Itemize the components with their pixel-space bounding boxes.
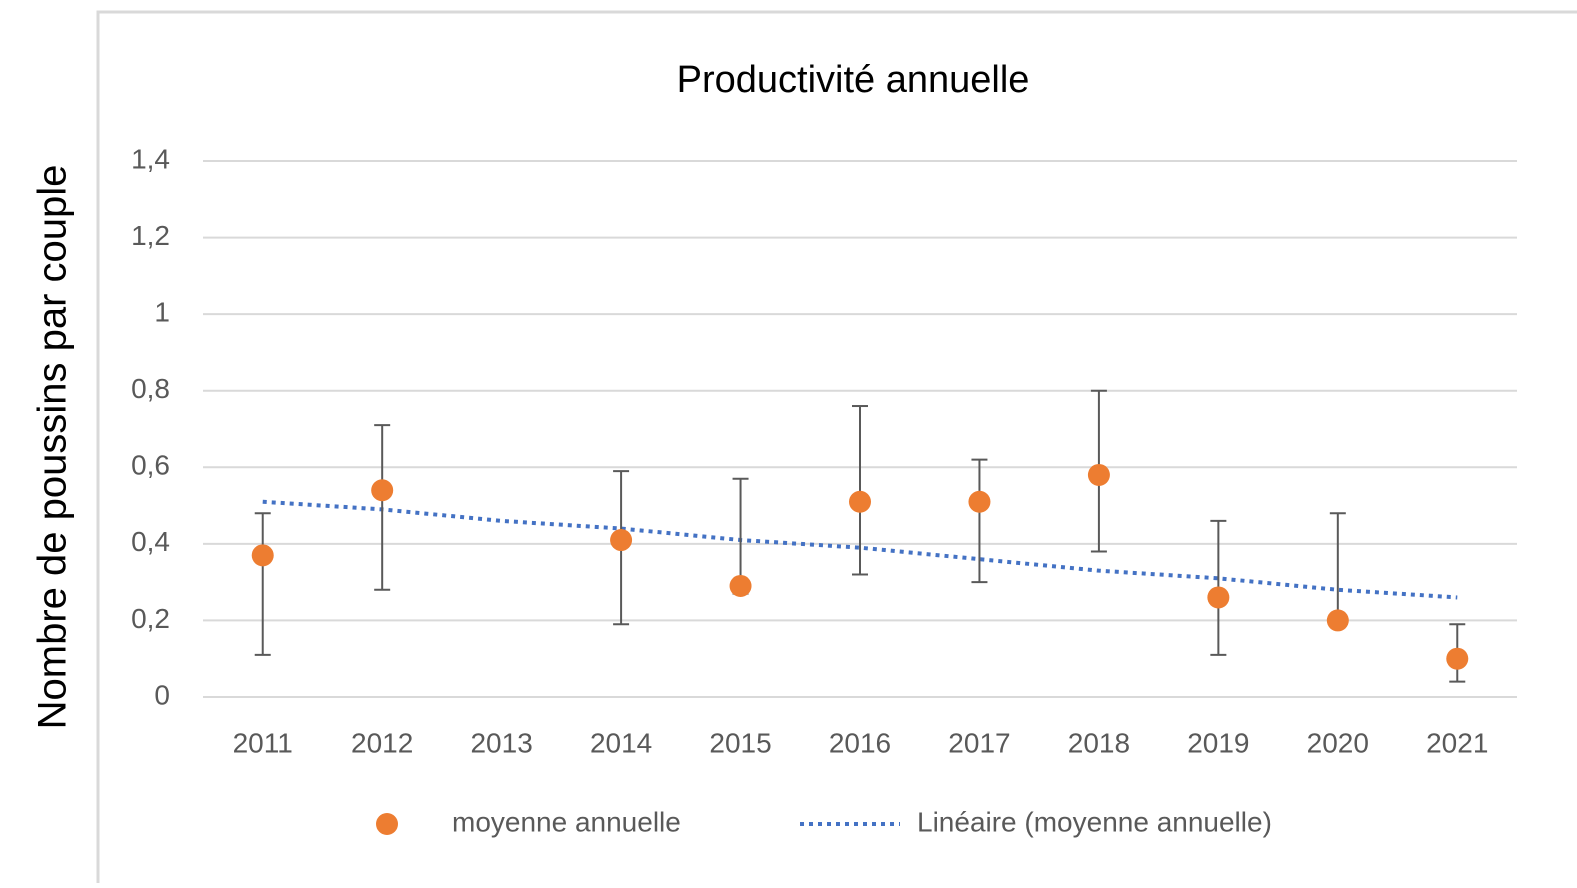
x-tick-label: 2018	[1068, 727, 1130, 758]
x-tick-label: 2013	[470, 727, 532, 758]
data-point	[1446, 647, 1469, 670]
y-tick-label: 1	[154, 297, 170, 328]
y-tick-label: 0,8	[131, 373, 170, 404]
y-tick-label: 0,6	[131, 450, 170, 481]
x-tick-label: 2017	[948, 727, 1010, 758]
y-axis-label: Nombre de poussins par couple	[31, 165, 75, 730]
x-tick-label: 2021	[1426, 727, 1488, 758]
y-tick-label: 0,2	[131, 603, 170, 634]
data-point	[729, 574, 752, 597]
x-tick-label: 2020	[1307, 727, 1369, 758]
x-tick-label: 2019	[1187, 727, 1249, 758]
legend-label: Linéaire (moyenne annuelle)	[917, 806, 1272, 837]
data-point	[1207, 586, 1230, 609]
x-tick-label: 2016	[829, 727, 891, 758]
x-tick-label: 2014	[590, 727, 652, 758]
y-tick-label: 0	[154, 679, 170, 710]
data-point	[1326, 609, 1349, 632]
y-tick-label: 1,4	[131, 143, 170, 174]
data-point	[610, 529, 633, 552]
data-point	[849, 490, 871, 513]
chart-border	[96, 10, 1577, 888]
x-tick-label: 2011	[233, 727, 293, 758]
y-tick-label: 0,4	[131, 526, 170, 557]
chart-title: Productivité annuelle	[677, 59, 1030, 101]
data-point	[371, 479, 394, 502]
trend-line	[262, 499, 1458, 600]
data-point	[968, 490, 991, 513]
data-point	[1087, 463, 1110, 486]
data-point	[251, 544, 274, 567]
x-tick-label: 2012	[351, 727, 413, 758]
x-tick-label: 2015	[709, 727, 771, 758]
y-tick-label: 1,2	[131, 220, 170, 251]
legend-label: moyenne annuelle	[452, 806, 681, 837]
legend-marker	[376, 813, 398, 835]
